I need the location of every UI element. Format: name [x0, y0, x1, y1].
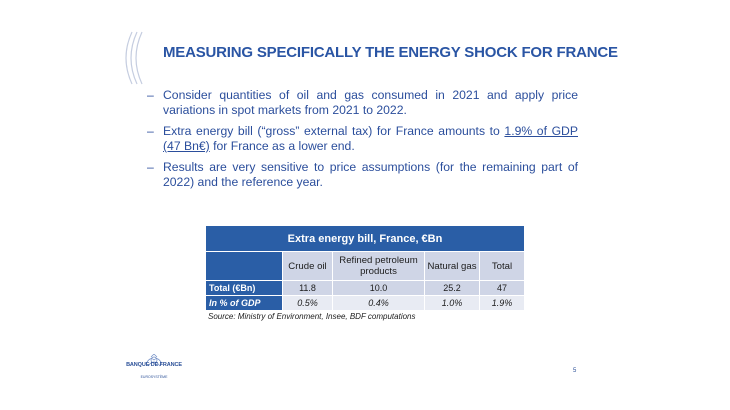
bullet-text-after: for France as a lower end. — [209, 139, 355, 153]
table-cell: 1.0% — [424, 295, 480, 311]
decorative-brackets-icon — [125, 31, 143, 85]
table-source-note: Source: Ministry of Environment, Insee, … — [208, 312, 416, 321]
logo-name: BANQUE DE FRANCE — [126, 362, 182, 368]
row-header-pct-gdp: In % of GDP — [205, 295, 283, 311]
energy-bill-table: Extra energy bill, France, €Bn Crude oil… — [204, 225, 526, 311]
column-header-crude-oil: Crude oil — [282, 251, 333, 281]
table-row: In % of GDP 0.5% 0.4% 1.0% 1.9% — [205, 295, 526, 311]
bullet-text: Consider quantities of oil and gas consu… — [163, 88, 578, 117]
row-header-total-bn: Total (€Bn) — [205, 280, 283, 296]
column-header-total: Total — [478, 251, 526, 281]
table-cell: 0.5% — [282, 295, 333, 311]
bullet-dash: – — [147, 160, 154, 174]
table-caption: Extra energy bill, France, €Bn — [204, 225, 526, 252]
table-cell: 1.9% — [478, 295, 526, 311]
banque-de-france-logo-icon — [145, 354, 163, 367]
column-header-refined-products: Refined petroleum products — [332, 251, 425, 281]
table-cell: 10.0 — [332, 280, 425, 296]
table-corner-cell — [205, 251, 283, 281]
energy-bill-table-container: Extra energy bill, France, €Bn Crude oil… — [204, 225, 526, 311]
logo-tagline: EUROSYSTÈME — [140, 375, 168, 379]
gdp-link[interactable]: 1.9% of GDP (47 Bn€) — [163, 124, 578, 153]
bullet-text-before: Extra energy bill (“gross” external tax)… — [163, 124, 505, 138]
table-row: Total (€Bn) 11.8 10.0 25.2 47 — [205, 280, 526, 296]
bullet-item: – Extra energy bill (“gross” external ta… — [147, 124, 578, 154]
table-cell: 47 — [478, 280, 526, 296]
slide-title: MEASURING SPECIFICALLY THE ENERGY SHOCK … — [163, 44, 618, 61]
bullet-dash: – — [147, 88, 154, 102]
page-number: 5 — [573, 368, 577, 374]
bullet-text: Results are very sensitive to price assu… — [163, 160, 578, 189]
bullet-dash: – — [147, 124, 154, 138]
column-header-natural-gas: Natural gas — [424, 251, 480, 281]
bullet-item: – Consider quantities of oil and gas con… — [147, 88, 578, 118]
table-cell: 0.4% — [332, 295, 425, 311]
bullet-item: – Results are very sensitive to price as… — [147, 160, 578, 190]
table-cell: 11.8 — [282, 280, 333, 296]
bullet-list: – Consider quantities of oil and gas con… — [147, 88, 578, 196]
table-cell: 25.2 — [424, 280, 480, 296]
